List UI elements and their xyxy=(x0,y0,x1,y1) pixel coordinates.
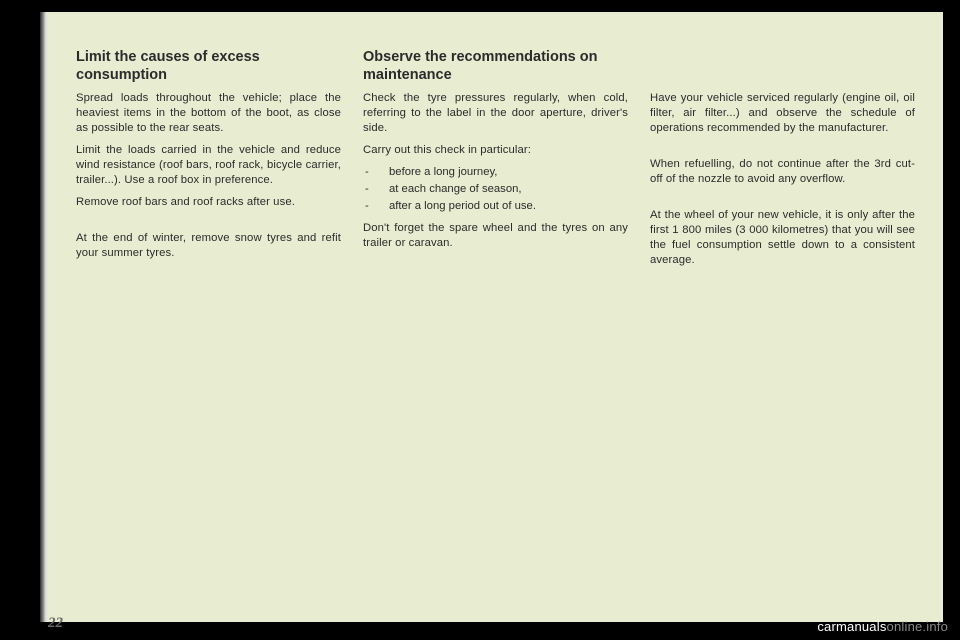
col3-heading-spacer xyxy=(650,48,915,84)
watermark-suffix: online.info xyxy=(887,619,948,634)
col1-para-4: At the end of winter, remove snow tyres … xyxy=(76,231,341,261)
col1-para-2: Limit the loads carried in the vehicle a… xyxy=(76,143,341,188)
spacer xyxy=(650,194,915,208)
page-number: 22 xyxy=(48,615,63,632)
col2-para-2: Carry out this check in particular: xyxy=(363,143,628,158)
spacer xyxy=(650,143,915,157)
col2-para-3: Don't forget the spare wheel and the tyr… xyxy=(363,221,628,251)
col1-para-1: Spread loads throughout the vehicle; pla… xyxy=(76,91,341,136)
col3-para-3: At the wheel of your new vehicle, it is … xyxy=(650,208,915,268)
watermark: carmanualsonline.info xyxy=(817,619,948,634)
col1-para-3: Remove roof bars and roof racks after us… xyxy=(76,195,341,210)
list-item: at each change of season, xyxy=(363,182,628,197)
col3-para-2: When refuelling, do not continue after t… xyxy=(650,157,915,187)
col2-heading: Observe the recommendations on maintenan… xyxy=(363,48,628,84)
list-item: after a long period out of use. xyxy=(363,199,628,214)
content-columns: Limit the causes of excess consumption S… xyxy=(76,48,915,274)
page-spine xyxy=(40,12,48,622)
watermark-prefix: carmanuals xyxy=(817,619,886,634)
column-3: Have your vehicle serviced regularly (en… xyxy=(650,48,915,274)
col2-para-1: Check the tyre pressures regularly, when… xyxy=(363,91,628,136)
manual-page: Limit the causes of excess consumption S… xyxy=(48,12,943,622)
list-item: before a long journey, xyxy=(363,165,628,180)
spacer xyxy=(76,217,341,231)
col2-bullet-list: before a long journey, at each change of… xyxy=(363,165,628,214)
column-2: Observe the recommendations on maintenan… xyxy=(363,48,628,274)
col3-para-1: Have your vehicle serviced regularly (en… xyxy=(650,91,915,136)
col1-heading: Limit the causes of excess consumption xyxy=(76,48,341,84)
column-1: Limit the causes of excess consumption S… xyxy=(76,48,341,274)
